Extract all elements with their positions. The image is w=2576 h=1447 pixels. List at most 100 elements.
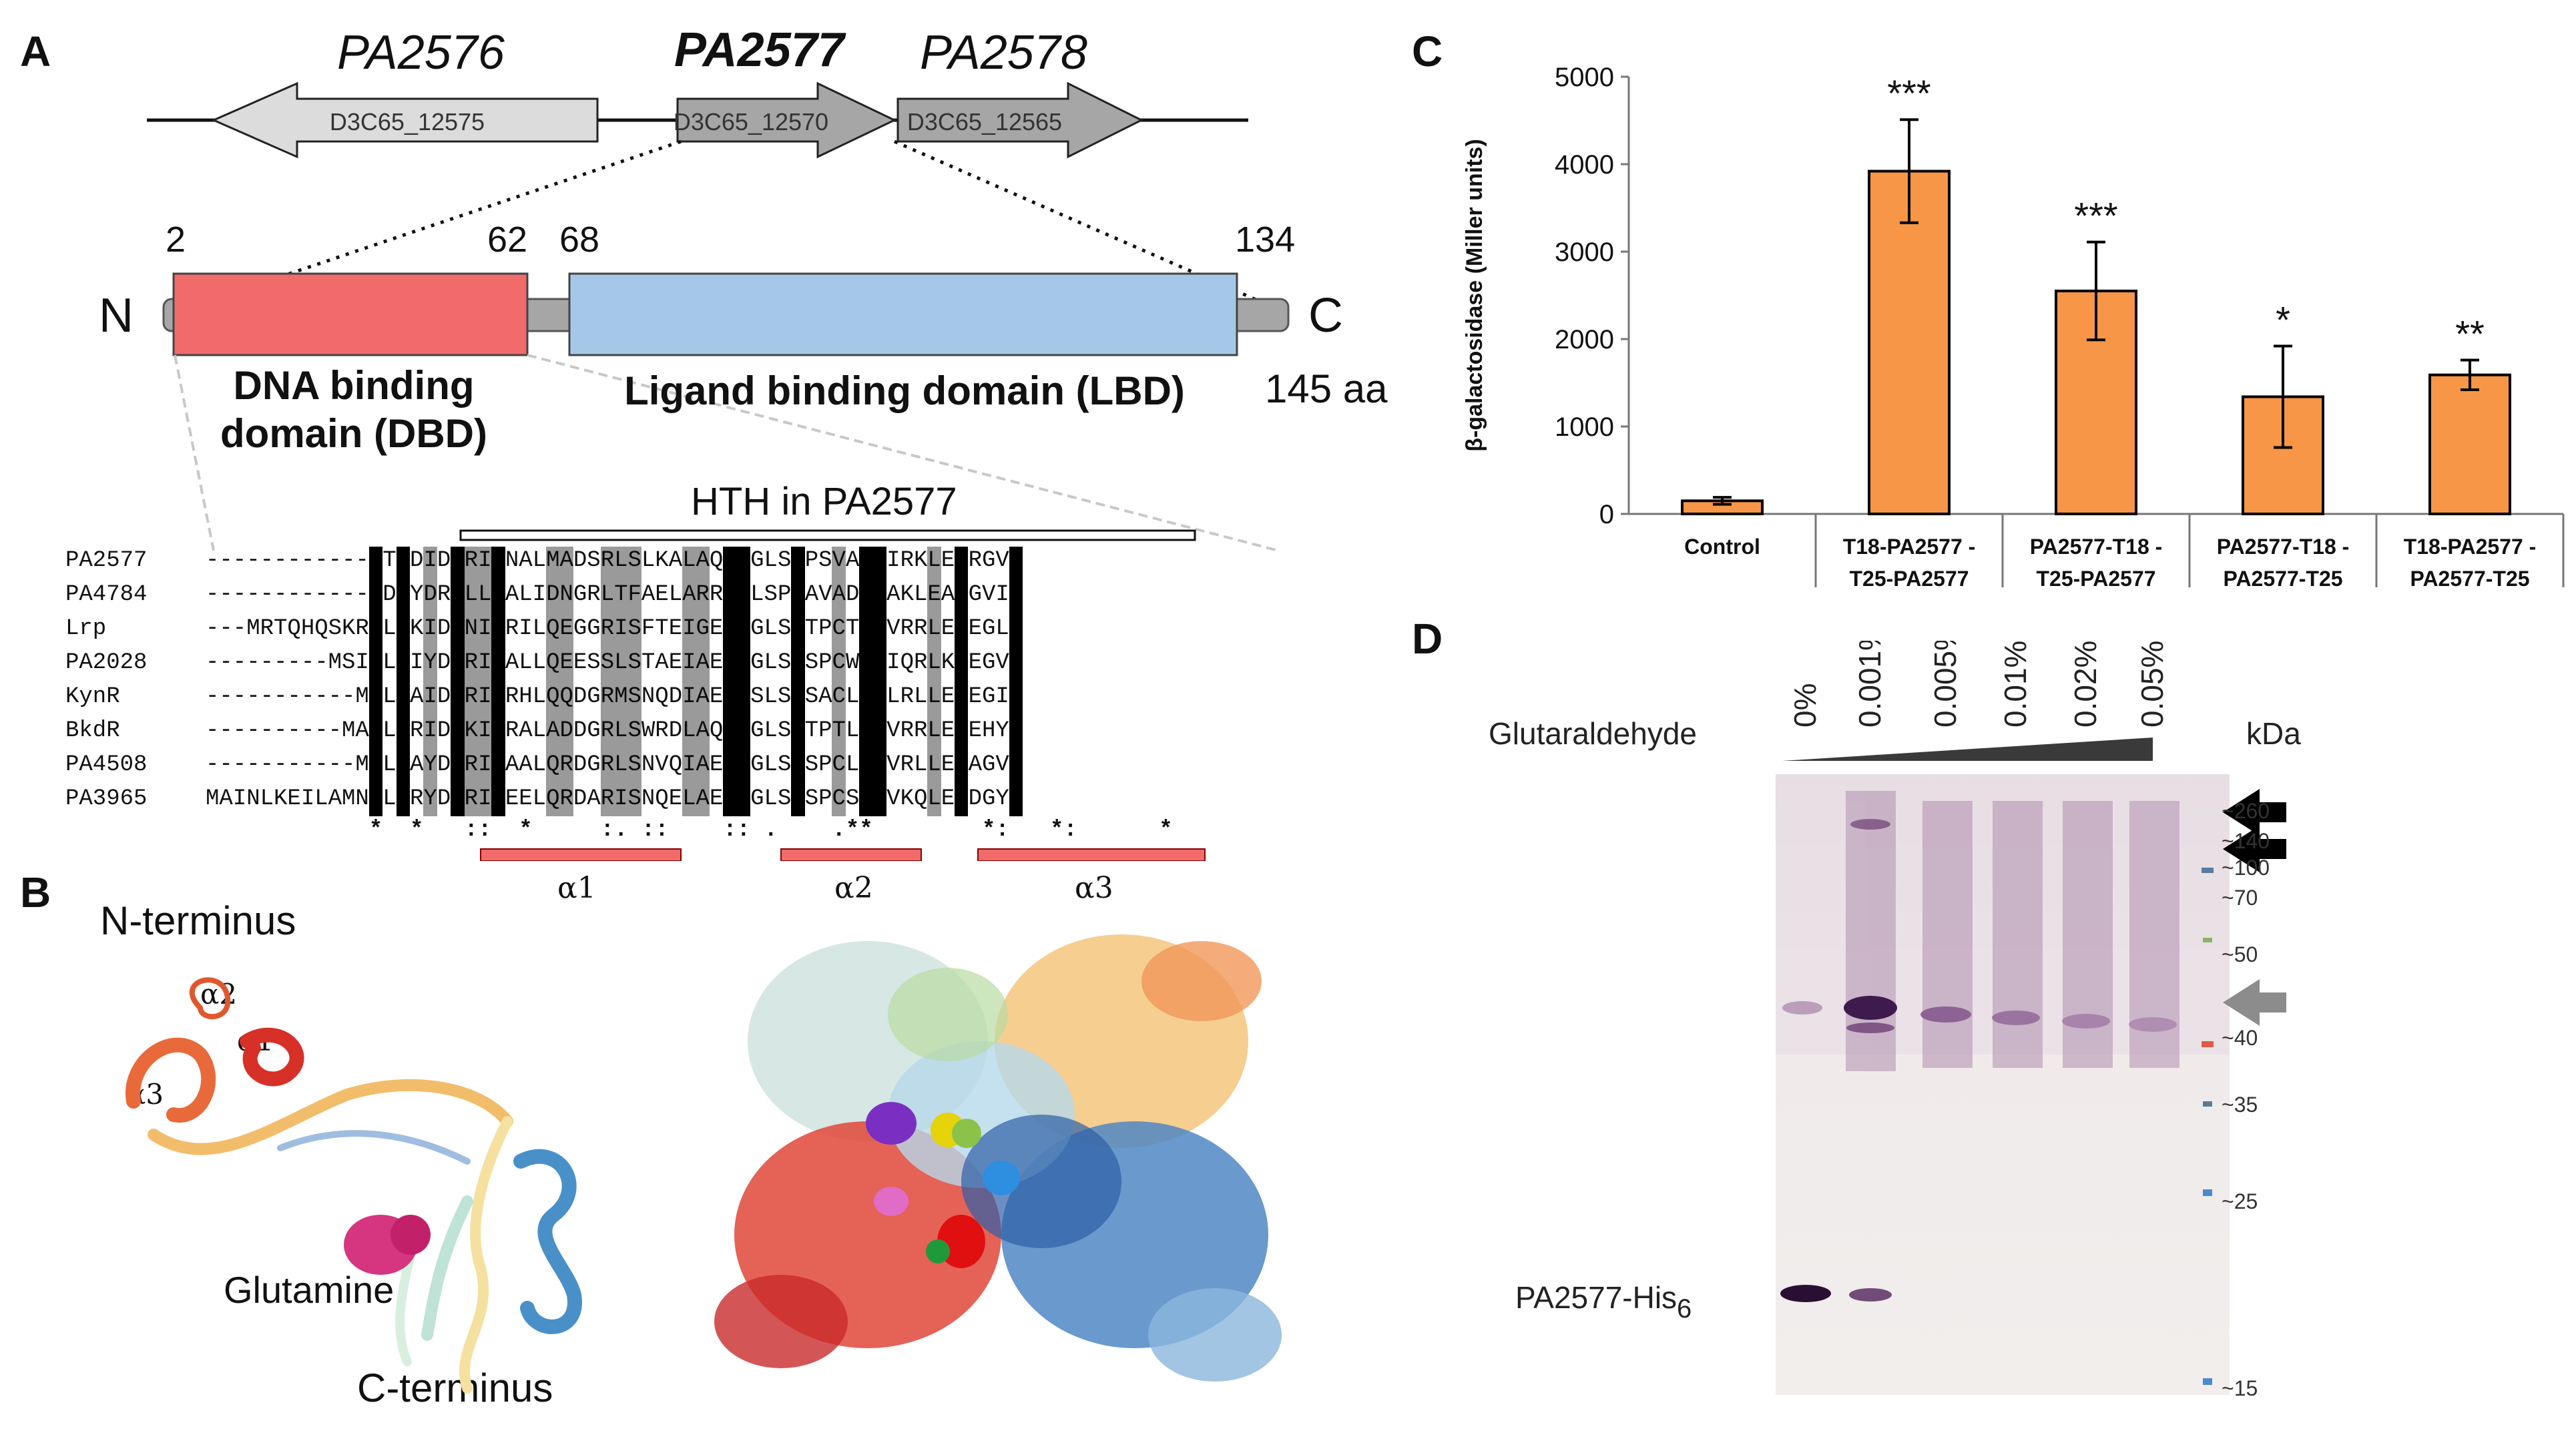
position-2: 2 <box>166 220 186 260</box>
glutamine-label: Glutamine <box>224 1269 395 1311</box>
significance-label: *** <box>1887 72 1930 114</box>
panel-label-a: A <box>20 27 51 75</box>
marker-label: ~140 <box>2222 829 2270 853</box>
gene-arrow-pa2576 <box>211 81 599 159</box>
c-terminus-label: C <box>1308 289 1343 342</box>
alignment-seq-name: Lrp <box>65 616 107 641</box>
category-label: T25-PA2577 <box>2036 567 2155 591</box>
monomer-structure <box>125 977 582 1394</box>
position-134: 134 <box>1235 220 1296 260</box>
hth-label: HTH in PA2577 <box>691 480 957 523</box>
significance-label: * <box>2276 298 2290 340</box>
marker-label: ~260 <box>2222 799 2270 823</box>
arrow-dimer <box>2223 979 2286 1026</box>
marker-label: ~35 <box>2222 1093 2258 1117</box>
alignment-seq-name: PA3965 <box>65 786 148 812</box>
category-label: T18-PA2577 - <box>2404 535 2537 559</box>
helix-label-a3: α3 <box>1075 871 1113 905</box>
n-terminus-label: N <box>99 289 134 342</box>
helix-label-a1: α1 <box>557 871 596 905</box>
zoom-line-right <box>893 139 1286 314</box>
dbd-label: DNA binding domain (DBD) <box>220 363 487 456</box>
gene-name-pa2577: PA2577 <box>674 23 844 77</box>
marker-label: ~50 <box>2222 942 2258 966</box>
helix-bar-a2 <box>780 848 922 861</box>
tetramer-structure <box>714 934 1282 1382</box>
helix-bar-a1 <box>480 848 682 861</box>
c-terminus-structure-label: C-terminus <box>357 1366 553 1410</box>
panel-label-b: B <box>20 868 51 916</box>
marker-label: ~25 <box>2222 1189 2258 1213</box>
locus-label-12565: D3C65_12565 <box>907 108 1062 135</box>
helix-bar-a3 <box>977 848 1206 861</box>
protein-length: 145 aa <box>1265 366 1388 411</box>
concentration-label: 0.001% <box>1852 641 1887 728</box>
panel-label-c: C <box>1412 27 1443 75</box>
category-label: T25-PA2577 <box>1849 567 1969 591</box>
western-blot: Glutaraldehyde 0% 0.001% 0.005% 0.01% 0.02% 0.… <box>1489 641 2301 1400</box>
helix-label-a2: α2 <box>834 871 873 905</box>
alignment-seq-name: PA4508 <box>65 752 148 778</box>
y-tick-label: 4000 <box>1555 150 1614 180</box>
y-axis-label: β-galactosidase (Miller units) <box>1462 139 1487 452</box>
consensus-line: * * :: * :. :: :: . .** *: *: * <box>368 818 1173 843</box>
concentration-label: 0.005% <box>1928 641 1963 728</box>
concentration-label: 0.05% <box>2135 641 2169 728</box>
position-62: 62 <box>487 220 528 260</box>
position-68: 68 <box>559 220 600 260</box>
significance-label: *** <box>2074 195 2117 237</box>
y-tick-label: 2000 <box>1555 325 1614 354</box>
y-tick-label: 0 <box>1599 500 1614 529</box>
alignment-seq-name: PA4784 <box>65 582 148 607</box>
structure-images <box>125 934 1282 1394</box>
marker-label: ~70 <box>2222 886 2258 910</box>
zoom-line-aln-right <box>527 354 1279 552</box>
panel-label-d: D <box>1412 615 1443 663</box>
y-tick-label: 1000 <box>1555 412 1614 442</box>
bar-chart: 0 1000 2000 3000 4000 5000 β-galactosidase (Mi… <box>1462 63 2565 591</box>
alignment-seq-name: PA2577 <box>65 548 148 573</box>
n-terminus-structure-label: N-terminus <box>100 898 296 943</box>
protein-label: PA2577-His6 <box>1515 1280 1692 1324</box>
category-label: PA2577-T25 <box>2410 567 2529 591</box>
dbd-box <box>172 272 529 356</box>
bar <box>2428 373 2511 515</box>
alignment-seq-name: KynR <box>65 684 120 709</box>
concentration-wedge <box>1782 738 2153 761</box>
kda-label: kDa <box>2246 716 2301 751</box>
zoom-line-aln-left <box>174 354 215 551</box>
category-label: Control <box>1684 535 1760 559</box>
category-label: PA2577-T25 <box>2223 567 2342 591</box>
gel-bands <box>1780 819 2177 1302</box>
category-label: PA2577-T18 - <box>2217 535 2350 559</box>
marker-label: ~40 <box>2222 1026 2258 1050</box>
gene-name-pa2576: PA2576 <box>337 26 505 79</box>
marker-label: ~15 <box>2222 1376 2258 1400</box>
alignment-seq-name: BkdR <box>65 718 120 744</box>
category-label: PA2577-T18 - <box>2030 535 2163 559</box>
protein-label-subscript: 6 <box>1677 1294 1692 1324</box>
concentration-label: 0.02% <box>2068 641 2103 728</box>
bar <box>1868 170 1951 516</box>
y-tick-label: 5000 <box>1555 63 1614 92</box>
lbd-label: Ligand binding domain (LBD) <box>624 368 1185 413</box>
arrow-260 <box>2223 789 2286 836</box>
marker-label: ~100 <box>2222 856 2270 880</box>
gene-domain-diagram: D3C65_12575 D3C65_12570 D3C65_12565 <box>147 81 1290 861</box>
protein-ladder <box>2202 868 2214 1385</box>
lbd-box <box>568 272 1238 356</box>
gene-arrow-pa2578 <box>896 81 1144 159</box>
significance-label: ** <box>2455 312 2485 354</box>
concentration-label: 0% <box>1788 683 1822 728</box>
glutaraldehyde-label: Glutaraldehyde <box>1489 716 1697 751</box>
gene-arrow-pa2577 <box>676 81 897 159</box>
alignment-seq-name: PA2028 <box>65 650 148 675</box>
category-label: T18-PA2577 - <box>1843 535 1976 559</box>
arrow-140 <box>2223 826 2286 872</box>
hth-bracket <box>459 529 1196 541</box>
y-tick-label: 3000 <box>1555 238 1614 267</box>
gene-name-pa2578: PA2578 <box>920 26 1087 79</box>
locus-label-12570: D3C65_12570 <box>674 108 828 135</box>
locus-label-12575: D3C65_12575 <box>330 108 485 135</box>
concentration-label: 0.01% <box>1998 641 2033 728</box>
